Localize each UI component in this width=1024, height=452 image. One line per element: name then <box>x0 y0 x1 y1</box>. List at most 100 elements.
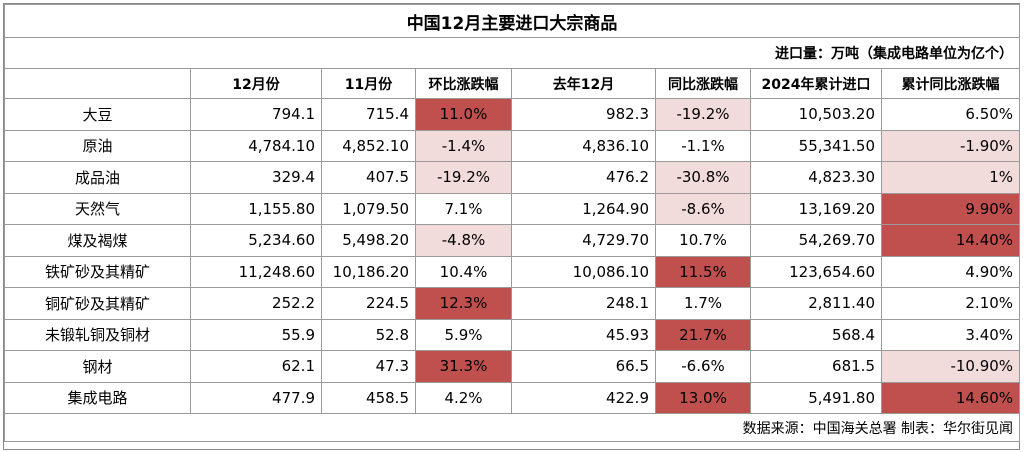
mom-change-cell: 31.3% <box>415 350 512 383</box>
last-dec-value-cell: 66.5 <box>511 350 656 383</box>
source-footer: 数据来源：中国海关总署 制表：华尔街见闻 <box>3 413 1021 442</box>
table-row: 大豆 794.1 715.4 11.0% 982.3 -19.2% 10,503.20 6.5… <box>4 98 1021 131</box>
table-row: 原油 4,784.10 4,852.10 -1.4% 4,836.10 -1.1% 55,3… <box>4 129 1021 162</box>
dec-value-cell: 1,155.80 <box>190 192 322 225</box>
header-row: 12月份 11月份 环比涨跌幅 去年12月 同比涨跌幅 2024年累计进口 累计… <box>4 68 1021 99</box>
table-title: 中国12月主要进口大宗商品 <box>3 4 1021 38</box>
last-dec-value-cell: 45.93 <box>511 318 656 351</box>
nov-value-cell: 224.5 <box>321 287 416 320</box>
table-row: 成品油 329.4 407.5 -19.2% 476.2 -30.8% 4,823.30 1% <box>4 161 1021 194</box>
header-cell-mom: 环比涨跌幅 <box>415 68 512 99</box>
mom-change-cell: 12.3% <box>415 287 512 320</box>
nov-value-cell: 458.5 <box>321 381 416 414</box>
commodity-name-cell: 煤及褐煤 <box>4 224 191 257</box>
yoy-change-cell: 11.5% <box>655 255 751 288</box>
ytd-yoy-change-cell: 14.60% <box>880 381 1021 414</box>
dec-value-cell: 11,248.60 <box>190 255 322 288</box>
mom-change-cell: 7.1% <box>415 192 512 225</box>
last-dec-value-cell: 1,264.90 <box>511 192 656 225</box>
last-dec-value-cell: 422.9 <box>511 381 656 414</box>
commodity-name-cell: 原油 <box>4 129 191 162</box>
nov-value-cell: 4,852.10 <box>321 129 416 162</box>
ytd-value-cell: 2,811.40 <box>750 287 882 320</box>
ytd-yoy-change-cell: 1% <box>880 161 1021 194</box>
ytd-yoy-change-cell: 2.10% <box>880 287 1021 320</box>
header-cell-dec: 12月份 <box>190 68 322 99</box>
ytd-yoy-change-cell: 4.90% <box>880 255 1021 288</box>
commodity-name-cell: 铜矿砂及其精矿 <box>4 287 191 320</box>
nov-value-cell: 52.8 <box>321 318 416 351</box>
mom-change-cell: 4.2% <box>415 381 512 414</box>
mom-change-cell: -1.4% <box>415 129 512 162</box>
yoy-change-cell: -1.1% <box>655 129 751 162</box>
yoy-change-cell: 13.0% <box>655 381 751 414</box>
dec-value-cell: 477.9 <box>190 381 322 414</box>
yoy-change-cell: 1.7% <box>655 287 751 320</box>
commodity-name-cell: 未锻轧铜及铜材 <box>4 318 191 351</box>
dec-value-cell: 329.4 <box>190 161 322 194</box>
table-row: 天然气 1,155.80 1,079.50 7.1% 1,264.90 -8.6% 13,1… <box>4 192 1021 225</box>
ytd-value-cell: 13,169.20 <box>750 192 882 225</box>
yoy-change-cell: 21.7% <box>655 318 751 351</box>
table-row: 集成电路 477.9 458.5 4.2% 422.9 13.0% 5,491.80 14.6… <box>4 381 1021 414</box>
yoy-change-cell: -6.6% <box>655 350 751 383</box>
nov-value-cell: 715.4 <box>321 98 416 131</box>
last-dec-value-cell: 248.1 <box>511 287 656 320</box>
commodity-name-cell: 天然气 <box>4 192 191 225</box>
mom-change-cell: -19.2% <box>415 161 512 194</box>
yoy-change-cell: -30.8% <box>655 161 751 194</box>
dec-value-cell: 794.1 <box>190 98 322 131</box>
header-cell-ytd-yoy: 累计同比涨跌幅 <box>880 68 1021 99</box>
commodity-name-cell: 成品油 <box>4 161 191 194</box>
table-row: 铜矿砂及其精矿 252.2 224.5 12.3% 248.1 1.7% 2,811.40 2… <box>4 287 1021 320</box>
mom-change-cell: 5.9% <box>415 318 512 351</box>
commodity-name-cell: 钢材 <box>4 350 191 383</box>
ytd-value-cell: 568.4 <box>750 318 882 351</box>
commodity-name-cell: 大豆 <box>4 98 191 131</box>
nov-value-cell: 5,498.20 <box>321 224 416 257</box>
last-dec-value-cell: 982.3 <box>511 98 656 131</box>
data-table: 中国12月主要进口大宗商品 进口量：万吨（集成电路单位为亿个） 12月份 11月… <box>3 4 1021 442</box>
ytd-yoy-change-cell: 9.90% <box>880 192 1021 225</box>
dec-value-cell: 62.1 <box>190 350 322 383</box>
nov-value-cell: 10,186.20 <box>321 255 416 288</box>
header-cell-ytd: 2024年累计进口 <box>750 68 882 99</box>
ytd-value-cell: 681.5 <box>750 350 882 383</box>
mom-change-cell: 11.0% <box>415 98 512 131</box>
header-cell-last-dec: 去年12月 <box>511 68 656 99</box>
table-row: 未锻轧铜及铜材 55.9 52.8 5.9% 45.93 21.7% 568.4 3.40% <box>4 318 1021 351</box>
last-dec-value-cell: 10,086.10 <box>511 255 656 288</box>
yoy-change-cell: -8.6% <box>655 192 751 225</box>
ytd-value-cell: 10,503.20 <box>750 98 882 131</box>
ytd-value-cell: 123,654.60 <box>750 255 882 288</box>
commodity-name-cell: 铁矿砂及其精矿 <box>4 255 191 288</box>
ytd-value-cell: 55,341.50 <box>750 129 882 162</box>
ytd-yoy-change-cell: -1.90% <box>880 129 1021 162</box>
table-row: 煤及褐煤 5,234.60 5,498.20 -4.8% 4,729.70 10.7% 54… <box>4 224 1021 257</box>
yoy-change-cell: 10.7% <box>655 224 751 257</box>
nov-value-cell: 407.5 <box>321 161 416 194</box>
ytd-yoy-change-cell: 6.50% <box>880 98 1021 131</box>
dec-value-cell: 4,784.10 <box>190 129 322 162</box>
ytd-value-cell: 5,491.80 <box>750 381 882 414</box>
ytd-yoy-change-cell: 3.40% <box>880 318 1021 351</box>
last-dec-value-cell: 4,836.10 <box>511 129 656 162</box>
last-dec-value-cell: 4,729.70 <box>511 224 656 257</box>
table-row: 铁矿砂及其精矿 11,248.60 10,186.20 10.4% 10,086.10 1… <box>4 255 1021 288</box>
nov-value-cell: 1,079.50 <box>321 192 416 225</box>
table-row: 钢材 62.1 47.3 31.3% 66.5 -6.6% 681.5 -10.90% <box>4 350 1021 383</box>
commodity-import-table: 中国12月主要进口大宗商品 进口量：万吨（集成电路单位为亿个） 12月份 11月… <box>3 3 1021 450</box>
dec-value-cell: 252.2 <box>190 287 322 320</box>
ytd-value-cell: 54,269.70 <box>750 224 882 257</box>
mom-change-cell: 10.4% <box>415 255 512 288</box>
ytd-value-cell: 4,823.30 <box>750 161 882 194</box>
commodity-name-cell: 集成电路 <box>4 381 191 414</box>
dec-value-cell: 5,234.60 <box>190 224 322 257</box>
ytd-yoy-change-cell: -10.90% <box>880 350 1021 383</box>
header-cell-commodity <box>4 68 191 99</box>
unit-note: 进口量：万吨（集成电路单位为亿个） <box>3 37 1021 69</box>
yoy-change-cell: -19.2% <box>655 98 751 131</box>
nov-value-cell: 47.3 <box>321 350 416 383</box>
mom-change-cell: -4.8% <box>415 224 512 257</box>
dec-value-cell: 55.9 <box>190 318 322 351</box>
